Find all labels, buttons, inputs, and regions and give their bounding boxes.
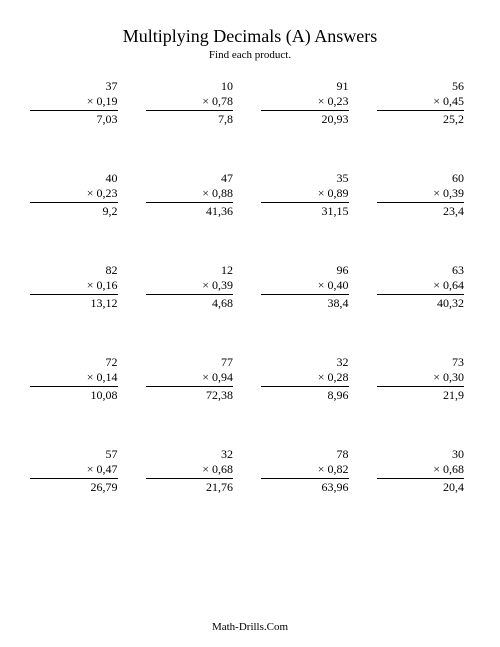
multiplicand: 57 <box>30 447 118 462</box>
problem-cell: 63× 0,6440,32 <box>377 263 471 311</box>
product-answer: 4,68 <box>146 295 234 311</box>
product-answer: 26,79 <box>30 479 118 495</box>
problem-grid: 37× 0,197,0310× 0,787,891× 0,2320,9356× … <box>30 79 470 495</box>
multiplicand: 60 <box>377 171 465 186</box>
multiplier-row: × 0,82 <box>261 462 349 479</box>
product-answer: 21,9 <box>377 387 465 403</box>
multiplicand: 37 <box>30 79 118 94</box>
multiplicand: 10 <box>146 79 234 94</box>
multiplier-row: × 0,19 <box>30 94 118 111</box>
multiplicand: 78 <box>261 447 349 462</box>
multiplicand: 35 <box>261 171 349 186</box>
multiplier-row: × 0,88 <box>146 186 234 203</box>
multiplier-row: × 0,89 <box>261 186 349 203</box>
product-answer: 72,38 <box>146 387 234 403</box>
multiplier-row: × 0,64 <box>377 278 465 295</box>
product-answer: 8,96 <box>261 387 349 403</box>
problem-cell: 56× 0,4525,2 <box>377 79 471 127</box>
problem-cell: 96× 0,4038,4 <box>261 263 355 311</box>
multiplicand: 12 <box>146 263 234 278</box>
multiplicand: 56 <box>377 79 465 94</box>
multiplier-row: × 0,16 <box>30 278 118 295</box>
multiplier-row: × 0,39 <box>146 278 234 295</box>
product-answer: 10,08 <box>30 387 118 403</box>
problem-cell: 60× 0,3923,4 <box>377 171 471 219</box>
problem-cell: 12× 0,394,68 <box>146 263 240 311</box>
multiplicand: 73 <box>377 355 465 370</box>
multiplier-row: × 0,45 <box>377 94 465 111</box>
multiplicand: 63 <box>377 263 465 278</box>
multiplicand: 96 <box>261 263 349 278</box>
problem-cell: 78× 0,8263,96 <box>261 447 355 495</box>
multiplicand: 47 <box>146 171 234 186</box>
product-answer: 41,36 <box>146 203 234 219</box>
multiplier-row: × 0,28 <box>261 370 349 387</box>
multiplicand: 32 <box>146 447 234 462</box>
multiplier-row: × 0,94 <box>146 370 234 387</box>
problem-cell: 77× 0,9472,38 <box>146 355 240 403</box>
problem-cell: 32× 0,288,96 <box>261 355 355 403</box>
multiplier-row: × 0,23 <box>30 186 118 203</box>
problem-cell: 82× 0,1613,12 <box>30 263 124 311</box>
multiplier-row: × 0,30 <box>377 370 465 387</box>
multiplicand: 91 <box>261 79 349 94</box>
multiplicand: 40 <box>30 171 118 186</box>
problem-cell: 30× 0,6820,4 <box>377 447 471 495</box>
worksheet-page: Multiplying Decimals (A) Answers Find ea… <box>0 0 500 505</box>
product-answer: 20,4 <box>377 479 465 495</box>
multiplicand: 72 <box>30 355 118 370</box>
product-answer: 21,76 <box>146 479 234 495</box>
multiplier-row: × 0,14 <box>30 370 118 387</box>
product-answer: 63,96 <box>261 479 349 495</box>
product-answer: 7,8 <box>146 111 234 127</box>
product-answer: 13,12 <box>30 295 118 311</box>
product-answer: 31,15 <box>261 203 349 219</box>
problem-cell: 40× 0,239,2 <box>30 171 124 219</box>
product-answer: 7,03 <box>30 111 118 127</box>
product-answer: 20,93 <box>261 111 349 127</box>
problem-cell: 72× 0,1410,08 <box>30 355 124 403</box>
product-answer: 38,4 <box>261 295 349 311</box>
problem-cell: 91× 0,2320,93 <box>261 79 355 127</box>
problem-cell: 37× 0,197,03 <box>30 79 124 127</box>
multiplier-row: × 0,78 <box>146 94 234 111</box>
page-subtitle: Find each product. <box>30 49 470 61</box>
multiplier-row: × 0,23 <box>261 94 349 111</box>
multiplicand: 82 <box>30 263 118 278</box>
page-title: Multiplying Decimals (A) Answers <box>30 26 470 47</box>
problem-cell: 32× 0,6821,76 <box>146 447 240 495</box>
multiplicand: 32 <box>261 355 349 370</box>
multiplier-row: × 0,68 <box>377 462 465 479</box>
multiplier-row: × 0,39 <box>377 186 465 203</box>
problem-cell: 57× 0,4726,79 <box>30 447 124 495</box>
multiplicand: 77 <box>146 355 234 370</box>
multiplier-row: × 0,68 <box>146 462 234 479</box>
multiplier-row: × 0,47 <box>30 462 118 479</box>
problem-cell: 73× 0,3021,9 <box>377 355 471 403</box>
product-answer: 23,4 <box>377 203 465 219</box>
product-answer: 9,2 <box>30 203 118 219</box>
problem-cell: 47× 0,8841,36 <box>146 171 240 219</box>
problem-cell: 35× 0,8931,15 <box>261 171 355 219</box>
product-answer: 25,2 <box>377 111 465 127</box>
problem-cell: 10× 0,787,8 <box>146 79 240 127</box>
product-answer: 40,32 <box>377 295 465 311</box>
multiplicand: 30 <box>377 447 465 462</box>
multiplier-row: × 0,40 <box>261 278 349 295</box>
page-footer: Math-Drills.Com <box>0 621 500 633</box>
